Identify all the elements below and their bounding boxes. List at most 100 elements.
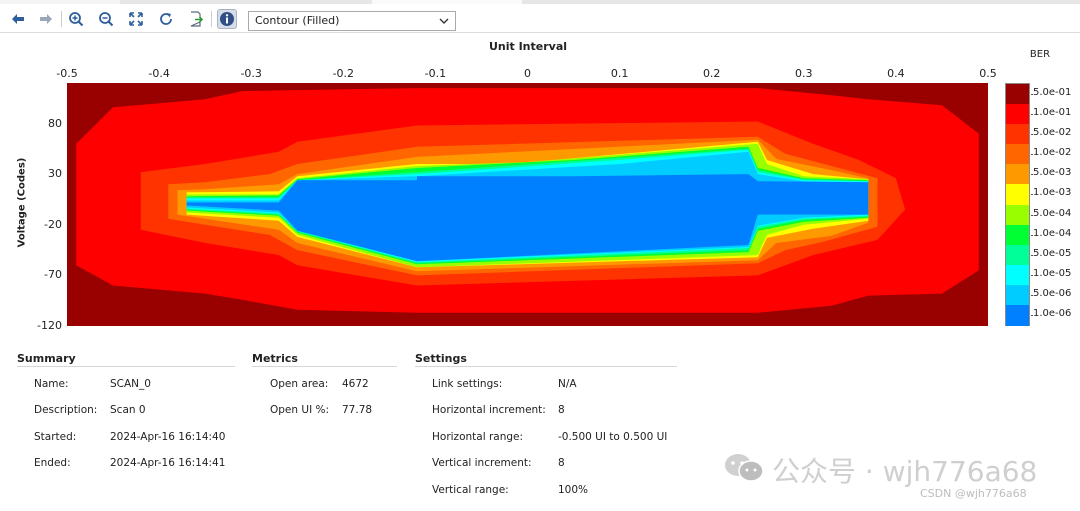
metrics-value: 4672	[342, 378, 369, 390]
x-tick-label: 0.4	[887, 67, 905, 80]
y-tick-label: -120	[37, 319, 62, 332]
ber-color-legend	[1005, 83, 1030, 326]
contour-region	[186, 174, 869, 262]
legend-tick	[1031, 254, 1033, 256]
legend-tick	[1031, 314, 1033, 316]
x-tick-label: 0.3	[795, 67, 813, 80]
legend-label: 1.0e-05	[1033, 267, 1072, 279]
x-tick-label: -0.1	[424, 67, 447, 80]
metrics-title: Metrics	[252, 352, 298, 365]
legend-tick	[1031, 294, 1033, 296]
legend-label: 5.0e-05	[1033, 247, 1072, 259]
legend-tick	[1031, 194, 1033, 196]
legend-tick	[1031, 214, 1033, 216]
settings-value: 100%	[558, 484, 589, 496]
tab[interactable]	[0, 0, 120, 4]
x-tick-label: -0.4	[148, 67, 170, 80]
csdn-watermark: CSDN @wjh776a68	[920, 487, 1027, 500]
refresh-icon[interactable]	[156, 9, 176, 29]
metrics-divider	[252, 366, 397, 367]
legend-label: 1.0e-01	[1033, 107, 1072, 119]
x-tick-label: 0.5	[979, 67, 997, 80]
legend-swatch	[1006, 204, 1029, 226]
tab[interactable]	[372, 0, 522, 4]
settings-label: Horizontal increment:	[432, 404, 546, 416]
toolbar: Contour (Filled)	[0, 4, 1080, 33]
y-tick-label: 80	[48, 116, 62, 130]
legend-swatch	[1006, 184, 1029, 206]
summary-label: Ended:	[34, 457, 71, 469]
metrics-label: Open area:	[270, 378, 329, 390]
legend-swatch	[1006, 144, 1029, 166]
info-icon[interactable]	[217, 9, 237, 29]
legend-label: 1.0e-02	[1033, 147, 1072, 159]
export-icon[interactable]	[186, 9, 206, 29]
y-tick-label: 30	[48, 167, 62, 181]
colorbar-title: BER	[1029, 49, 1051, 60]
eye-contour-plot[interactable]	[67, 83, 988, 326]
legend-tick	[1031, 274, 1033, 276]
zoom-out-icon[interactable]	[96, 9, 116, 29]
fit-to-view-icon[interactable]	[126, 9, 146, 29]
legend-swatch	[1006, 84, 1029, 105]
zoom-in-icon[interactable]	[66, 9, 86, 29]
x-tick-label: 0	[524, 67, 531, 80]
x-tick-label: -0.5	[56, 67, 78, 80]
back-arrow-icon[interactable]	[8, 9, 28, 29]
y-tick-label: -20	[44, 217, 62, 231]
forward-arrow-icon[interactable]	[36, 9, 56, 29]
legend-label: 5.0e-06	[1033, 287, 1072, 299]
summary-value: SCAN_0	[110, 378, 151, 390]
watermark-text: 公众号 · wjh776a68	[772, 455, 1038, 488]
legend-swatch	[1006, 104, 1029, 126]
legend-swatch	[1006, 244, 1029, 266]
settings-value: 8	[558, 457, 565, 469]
legend-tick	[1031, 154, 1033, 156]
wechat-logo-icon	[725, 454, 764, 482]
summary-label: Description:	[34, 404, 98, 416]
settings-title: Settings	[415, 352, 467, 365]
tab-strip	[0, 0, 1080, 4]
summary-label: Started:	[34, 431, 77, 443]
settings-value: N/A	[558, 378, 577, 390]
legend-swatch	[1006, 264, 1029, 286]
x-tick-label: -0.2	[332, 67, 355, 80]
y-axis-title: Voltage (Codes)	[16, 157, 28, 248]
settings-label: Horizontal range:	[432, 431, 524, 443]
legend-label: 5.0e-04	[1033, 207, 1072, 219]
legend-label: 1.0e-06	[1033, 307, 1072, 319]
chevron-down-icon	[439, 18, 449, 24]
toolbar-separator	[61, 11, 62, 27]
x-tick-label: -0.3	[240, 67, 262, 80]
legend-swatch	[1006, 284, 1029, 306]
legend-label: 1.0e-04	[1033, 227, 1072, 239]
legend-tick	[1031, 134, 1033, 136]
x-axis-title: Unit Interval	[488, 40, 568, 53]
settings-label: Link settings:	[432, 378, 503, 390]
summary-value: 2024-Apr-16 16:14:40	[110, 431, 226, 443]
settings-label: Vertical increment:	[432, 457, 532, 469]
summary-value: Scan 0	[110, 404, 146, 416]
legend-label: 5.0e-03	[1033, 167, 1072, 179]
legend-label: 1.0e-03	[1033, 187, 1072, 199]
summary-label: Name:	[34, 378, 69, 390]
settings-value: 8	[558, 404, 565, 416]
legend-label: 5.0e-01	[1033, 87, 1072, 99]
legend-tick	[1031, 94, 1033, 96]
legend-tick	[1031, 114, 1033, 116]
settings-label: Vertical range:	[432, 484, 509, 496]
settings-value: -0.500 UI to 0.500 UI	[558, 431, 668, 443]
view-mode-select[interactable]: Contour (Filled)	[248, 11, 456, 31]
legend-tick	[1031, 174, 1033, 176]
metrics-label: Open UI %:	[270, 404, 330, 416]
summary-divider	[17, 366, 235, 367]
legend-label: 5.0e-02	[1033, 127, 1072, 139]
x-tick-label: 0.1	[610, 67, 629, 80]
summary-title: Summary	[17, 352, 76, 365]
legend-swatch	[1006, 224, 1029, 246]
legend-swatch	[1006, 164, 1029, 186]
legend-swatch	[1006, 124, 1029, 146]
y-tick-label: -70	[44, 268, 62, 282]
summary-value: 2024-Apr-16 16:14:41	[110, 457, 226, 469]
metrics-value: 77.78	[342, 404, 373, 416]
